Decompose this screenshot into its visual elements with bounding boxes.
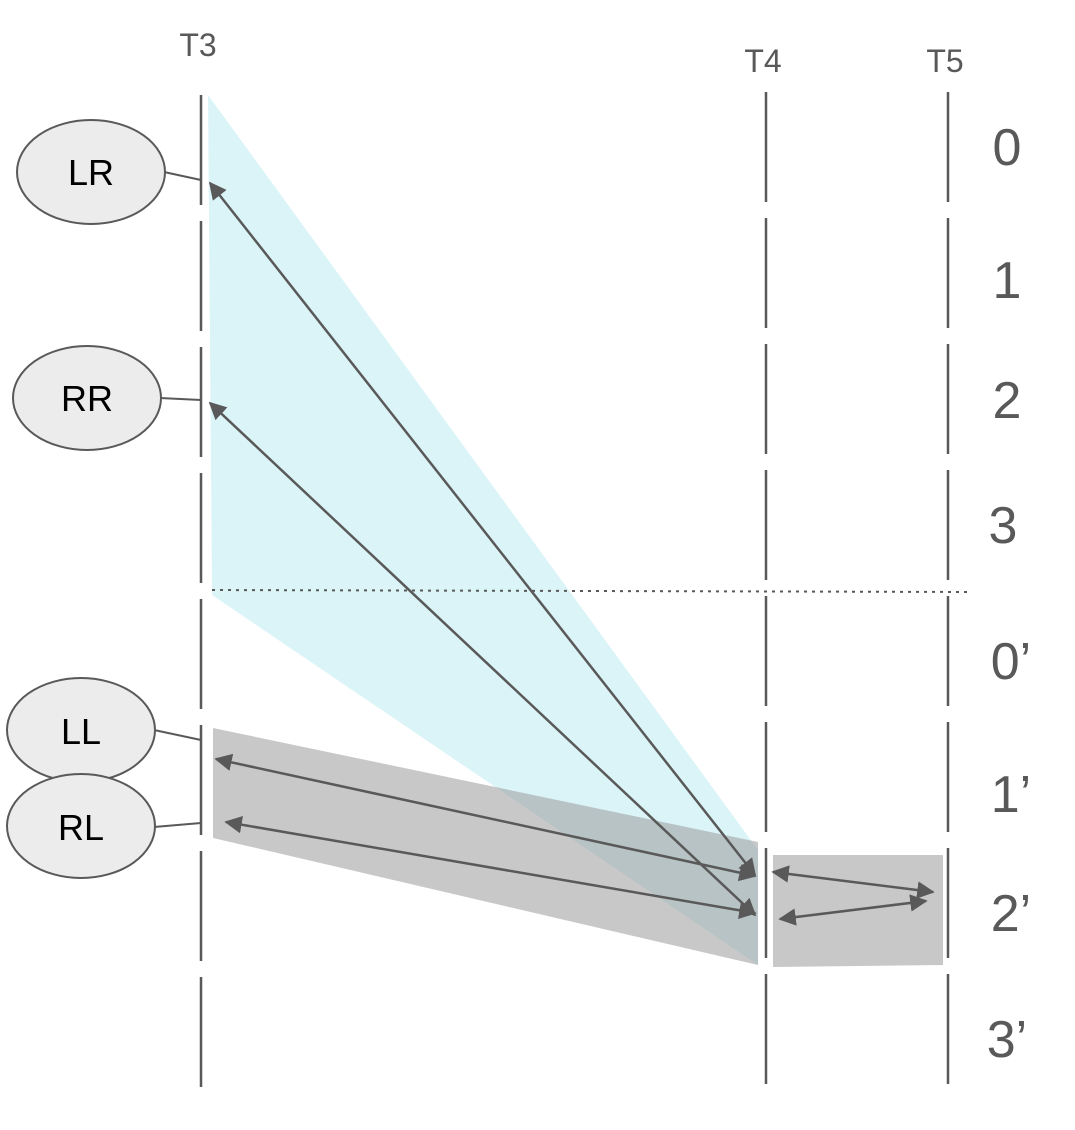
connector-lr — [163, 171, 202, 181]
arrow-rl-t4 — [224, 816, 757, 919]
arrow-t4-t5-lower — [778, 894, 928, 926]
connector-rl — [153, 822, 202, 828]
node-ll-label: LL — [61, 711, 101, 752]
node-lr-label: LR — [68, 152, 114, 193]
row-label-1: 1 — [993, 252, 1022, 310]
gray-shaded-region-right — [773, 855, 943, 967]
column-label-t5: T5 — [926, 43, 963, 79]
node-rl: RL — [6, 773, 156, 879]
node-rr: RR — [12, 345, 162, 451]
row-label-0-prime: 0’ — [991, 633, 1031, 691]
row-label-2-prime: 2’ — [991, 885, 1031, 943]
row-label-2: 2 — [993, 372, 1022, 430]
arrow-t4-t5-upper — [771, 865, 935, 899]
column-label-t4: T4 — [744, 43, 781, 79]
connector-ll — [153, 729, 202, 741]
row-label-3: 3 — [989, 497, 1018, 555]
node-ll: LL — [6, 677, 156, 783]
node-rr-label: RR — [61, 378, 113, 419]
row-label-3-prime: 3’ — [987, 1011, 1027, 1069]
node-rl-label: RL — [58, 807, 104, 848]
row-label-0: 0 — [993, 119, 1022, 177]
node-lr: LR — [16, 119, 166, 225]
connector-rr — [159, 397, 202, 401]
row-label-1-prime: 1’ — [991, 766, 1031, 824]
column-label-t3: T3 — [179, 27, 216, 63]
